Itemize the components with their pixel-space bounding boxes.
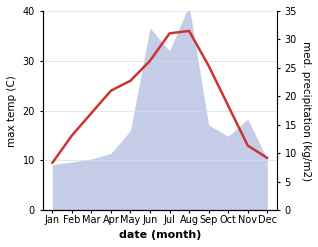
Y-axis label: med. precipitation (kg/m2): med. precipitation (kg/m2) [301,41,311,181]
Y-axis label: max temp (C): max temp (C) [7,75,17,146]
X-axis label: date (month): date (month) [119,230,201,240]
